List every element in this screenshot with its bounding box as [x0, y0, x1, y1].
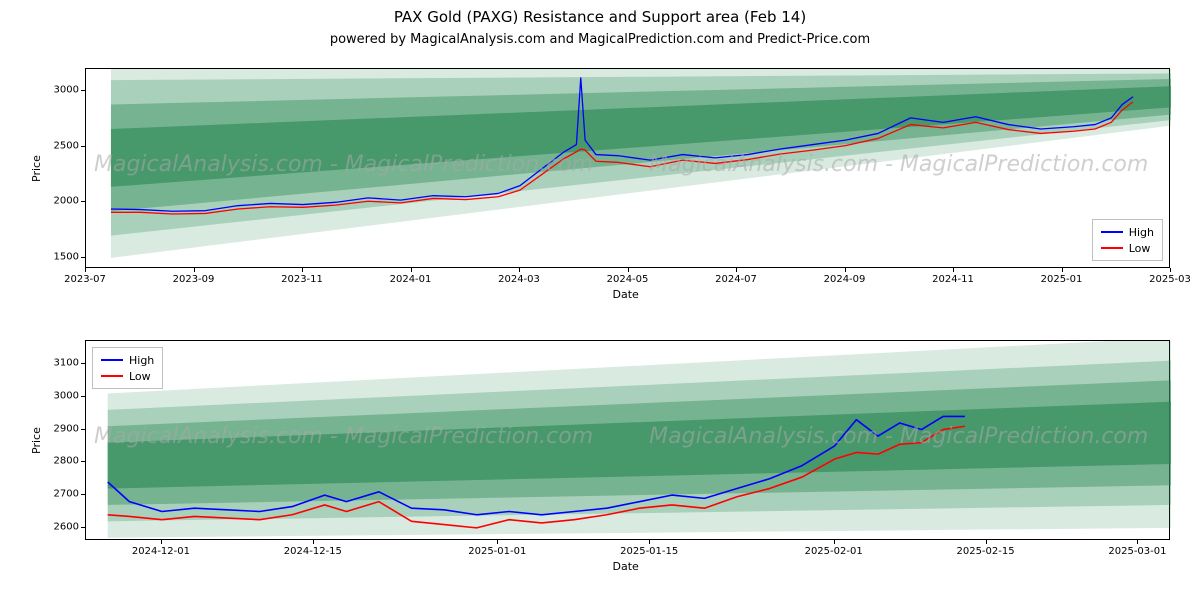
xtick-label: 2024-12-15	[284, 546, 342, 557]
legend-label: High	[1129, 226, 1154, 239]
ytick-mark	[81, 494, 85, 495]
ytick-label: 1500	[43, 251, 79, 262]
ytick-mark	[81, 146, 85, 147]
legend-item: Low	[101, 368, 154, 384]
legend-swatch	[1101, 247, 1123, 249]
bottom-chart-svg	[86, 341, 1171, 541]
xtick-mark	[628, 268, 629, 272]
xtick-mark	[736, 268, 737, 272]
xtick-mark	[649, 540, 650, 544]
xtick-mark	[1137, 540, 1138, 544]
xtick-mark	[834, 540, 835, 544]
ytick-mark	[81, 527, 85, 528]
legend-swatch	[1101, 231, 1123, 233]
xtick-label: 2024-07	[715, 274, 757, 285]
legend-label: High	[129, 354, 154, 367]
top-chart-xlabel: Date	[613, 288, 639, 301]
xtick-label: 2024-11	[932, 274, 974, 285]
xtick-mark	[986, 540, 987, 544]
xtick-label: 2025-01-15	[620, 546, 678, 557]
xtick-mark	[85, 268, 86, 272]
ytick-label: 2900	[43, 423, 79, 434]
bottom-chart-legend: High Low	[92, 347, 163, 389]
ytick-mark	[81, 363, 85, 364]
bottom-chart-xlabel: Date	[613, 560, 639, 573]
figure: PAX Gold (PAXG) Resistance and Support a…	[0, 0, 1200, 600]
xtick-label: 2025-01	[1041, 274, 1083, 285]
xtick-label: 2024-01	[390, 274, 432, 285]
xtick-label: 2023-11	[281, 274, 323, 285]
ytick-label: 2700	[43, 489, 79, 500]
xtick-label: 2025-02-15	[956, 546, 1014, 557]
xtick-label: 2024-12-01	[132, 546, 190, 557]
ytick-label: 2800	[43, 456, 79, 467]
xtick-mark	[302, 268, 303, 272]
xtick-mark	[194, 268, 195, 272]
top-chart-svg	[86, 69, 1171, 269]
legend-item: High	[101, 352, 154, 368]
xtick-label: 2024-09	[824, 274, 866, 285]
xtick-label: 2023-07	[64, 274, 106, 285]
legend-label: Low	[129, 370, 151, 383]
xtick-label: 2025-03	[1149, 274, 1191, 285]
xtick-label: 2025-01-01	[468, 546, 526, 557]
legend-label: Low	[1129, 242, 1151, 255]
xtick-mark	[953, 268, 954, 272]
bottom-chart-ylabel: Price	[30, 427, 43, 454]
ytick-mark	[81, 257, 85, 258]
xtick-label: 2023-09	[173, 274, 215, 285]
ytick-label: 2500	[43, 140, 79, 151]
ytick-label: 2000	[43, 196, 79, 207]
top-chart-panel: MagicalAnalysis.com - MagicalPrediction.…	[85, 68, 1170, 268]
xtick-label: 2025-02-01	[805, 546, 863, 557]
legend-item: High	[1101, 224, 1154, 240]
ytick-mark	[81, 90, 85, 91]
xtick-mark	[519, 268, 520, 272]
xtick-mark	[161, 540, 162, 544]
xtick-mark	[845, 268, 846, 272]
xtick-mark	[497, 540, 498, 544]
top-chart-ylabel: Price	[30, 155, 43, 182]
xtick-label: 2024-03	[498, 274, 540, 285]
ytick-label: 3000	[43, 85, 79, 96]
xtick-label: 2024-05	[607, 274, 649, 285]
ytick-label: 3000	[43, 390, 79, 401]
legend-swatch	[101, 375, 123, 377]
top-chart-legend: High Low	[1092, 219, 1163, 261]
legend-item: Low	[1101, 240, 1154, 256]
ytick-mark	[81, 201, 85, 202]
ytick-mark	[81, 429, 85, 430]
chart-title: PAX Gold (PAXG) Resistance and Support a…	[0, 8, 1200, 26]
legend-swatch	[101, 359, 123, 361]
chart-subtitle: powered by MagicalAnalysis.com and Magic…	[0, 32, 1200, 47]
xtick-mark	[1062, 268, 1063, 272]
ytick-label: 3100	[43, 357, 79, 368]
xtick-label: 2025-03-01	[1108, 546, 1166, 557]
xtick-mark	[313, 540, 314, 544]
ytick-label: 2600	[43, 521, 79, 532]
ytick-mark	[81, 461, 85, 462]
ytick-mark	[81, 396, 85, 397]
xtick-mark	[1170, 268, 1171, 272]
bottom-chart-panel: MagicalAnalysis.com - MagicalPrediction.…	[85, 340, 1170, 540]
xtick-mark	[411, 268, 412, 272]
